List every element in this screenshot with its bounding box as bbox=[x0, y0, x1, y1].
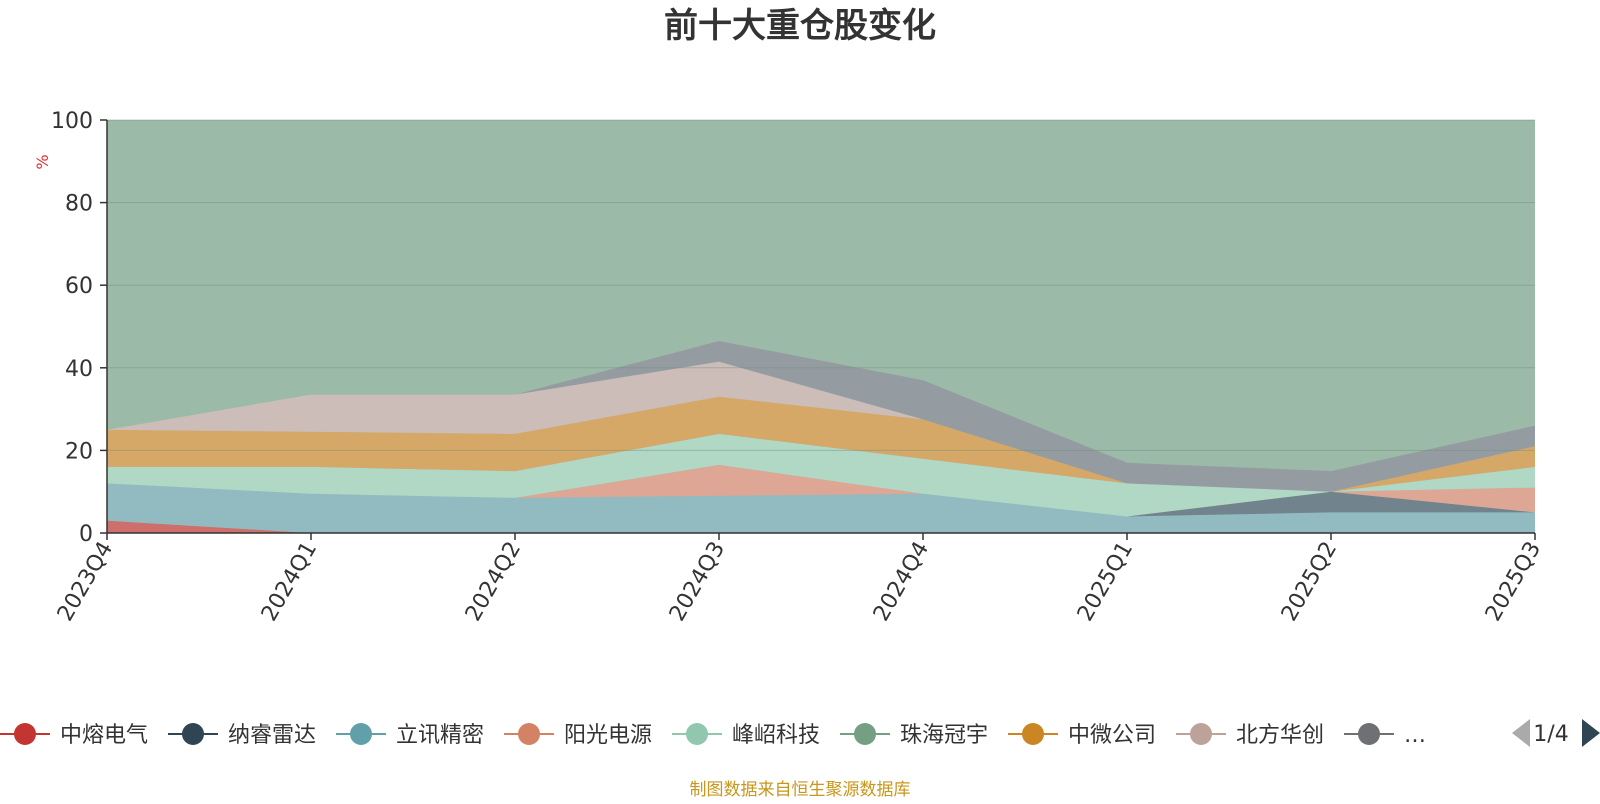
y-tick-label: 20 bbox=[65, 439, 93, 464]
y-tick-label: 80 bbox=[65, 192, 93, 217]
legend-marker bbox=[14, 723, 36, 745]
y-tick-label: 100 bbox=[51, 109, 93, 134]
source-note: 制图数据来自恒生聚源数据库 bbox=[690, 780, 911, 800]
area-series-5 bbox=[107, 433, 1535, 517]
legend-item[interactable]: 珠海冠宇 bbox=[840, 723, 988, 748]
legend: 中熔电气 纳睿雷达 立讯精密 阳光电源 峰岹科技 珠海冠宇 中微公司 北方华创 … 1/4 bbox=[0, 719, 1600, 748]
legend-label: 峰岹科技 bbox=[732, 723, 820, 748]
area-layers bbox=[107, 120, 1535, 533]
x-tick-label: 2025Q1 bbox=[1073, 538, 1138, 626]
legend-label: 珠海冠宇 bbox=[900, 723, 988, 748]
legend-label: … bbox=[1404, 723, 1426, 748]
legend-item[interactable]: 中微公司 bbox=[1008, 723, 1156, 748]
pager-label: 1/4 bbox=[1533, 722, 1568, 747]
pager-prev-icon[interactable] bbox=[1512, 719, 1530, 747]
x-tick-label: 2025Q2 bbox=[1277, 538, 1342, 626]
area-series-8 bbox=[107, 341, 1535, 492]
area-series-4 bbox=[107, 464, 1535, 517]
legend-label: 阳光电源 bbox=[564, 723, 652, 748]
legend-label: 纳睿雷达 bbox=[228, 723, 316, 748]
area-series-1 bbox=[107, 520, 1535, 533]
chart-title: 前十大重仓股变化 bbox=[664, 6, 936, 46]
legend-item[interactable]: 阳光电源 bbox=[504, 723, 652, 748]
legend-item[interactable]: 中熔电气 bbox=[0, 723, 148, 748]
area-series-7 bbox=[107, 361, 1535, 492]
area-series-6 bbox=[107, 396, 1535, 492]
x-tick-label: 2024Q2 bbox=[461, 538, 526, 626]
legend-label: 北方华创 bbox=[1236, 723, 1324, 748]
legend-marker bbox=[854, 723, 876, 745]
x-tick-label: 2024Q4 bbox=[869, 538, 934, 626]
area-series-2 bbox=[107, 483, 1535, 533]
legend-marker bbox=[518, 723, 540, 745]
legend-item[interactable]: 纳睿雷达 bbox=[168, 723, 316, 748]
legend-marker bbox=[1358, 723, 1380, 745]
legend-item[interactable]: … bbox=[1344, 723, 1426, 748]
legend-marker bbox=[350, 723, 372, 745]
legend-marker bbox=[182, 723, 204, 745]
grid-lines bbox=[107, 119, 1535, 451]
x-tick-label: 2024Q1 bbox=[257, 538, 322, 626]
y-tick-label: 0 bbox=[79, 522, 93, 547]
legend-label: 中微公司 bbox=[1068, 723, 1156, 748]
legend-item[interactable]: 立讯精密 bbox=[336, 723, 484, 748]
y-axis-label: % bbox=[33, 154, 52, 169]
legend-marker bbox=[1190, 723, 1212, 745]
legend-label: 立讯精密 bbox=[396, 723, 484, 748]
legend-label: 中熔电气 bbox=[60, 723, 148, 748]
pager-next-icon[interactable] bbox=[1582, 719, 1600, 747]
x-tick-label: 2024Q3 bbox=[665, 538, 730, 626]
legend-pager: 1/4 bbox=[1512, 719, 1600, 747]
legend-marker bbox=[686, 723, 708, 745]
x-tick-label: 2023Q4 bbox=[53, 538, 118, 626]
legend-item[interactable]: 北方华创 bbox=[1176, 723, 1324, 748]
y-tick-label: 60 bbox=[65, 274, 93, 299]
x-tick-label: 2025Q3 bbox=[1481, 538, 1546, 626]
legend-items: 中熔电气 纳睿雷达 立讯精密 阳光电源 峰岹科技 珠海冠宇 中微公司 北方华创 … bbox=[0, 723, 1426, 748]
y-tick-label: 40 bbox=[65, 357, 93, 382]
legend-item[interactable]: 峰岹科技 bbox=[672, 723, 820, 748]
legend-marker bbox=[1022, 723, 1044, 745]
